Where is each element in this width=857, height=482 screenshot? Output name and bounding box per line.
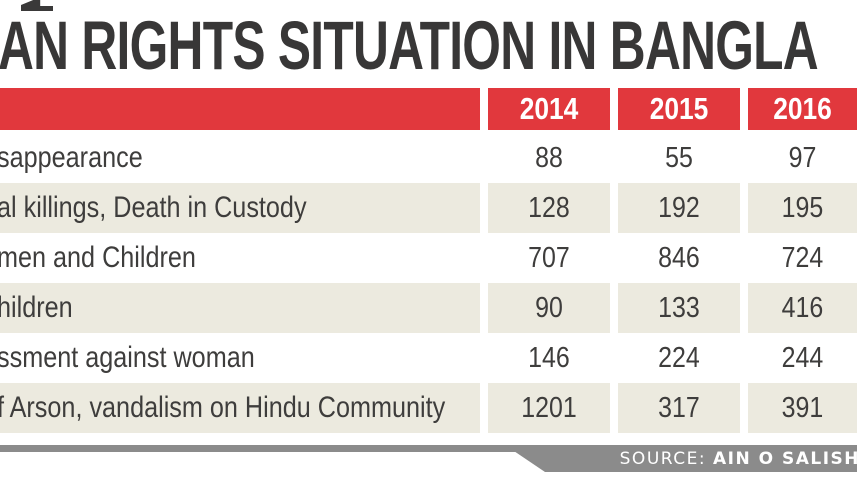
year-header-label: 2015 [649,91,709,126]
table-row: sappearance 88 55 97 [0,133,857,183]
value-cell-2016: 416 [748,283,857,333]
value-cell-2015: 133 [618,283,740,333]
value-cell-2015: 224 [618,333,740,383]
year-header-label: 2014 [519,91,579,126]
source-banner-strip [0,445,857,452]
source-name: AIN O SALISH [712,449,857,469]
row-label-cell: f Arson, vandalism on Hindu Community [0,383,480,433]
value-2015: 224 [658,342,700,374]
header-year-2015: 2015 [618,88,740,130]
value-cell-2014: 707 [488,233,610,283]
value-cell-2016: 195 [748,183,857,233]
year-header-label: 2016 [773,91,832,126]
header-year-2016: 2016 [748,88,857,130]
value-2015: 133 [658,292,700,324]
row-label-cell: men and Children [0,233,480,283]
row-label: men and Children [0,241,196,274]
value-2016: 195 [781,192,824,224]
header-year-2014: 2014 [488,88,610,130]
row-label: ssment against woman [0,341,255,374]
table-row: al killings, Death in Custody 128 192 19… [0,183,857,233]
cropped-glyph-fragment [21,0,53,11]
value-cell-2016: 724 [748,233,857,283]
value-cell-2015: 846 [618,233,740,283]
value-2016: 97 [788,142,817,174]
row-label: hildren [0,291,73,324]
source-credit: SOURCE: AIN O SALISH [620,445,857,472]
table-row: men and Children 707 846 724 [0,233,857,283]
value-2014: 707 [528,242,570,274]
page-title: AN RIGHTS SITUATION IN BANGLA [0,7,819,84]
row-label-cell: al killings, Death in Custody [0,183,480,233]
value-2016: 416 [781,292,824,324]
value-cell-2014: 1201 [488,383,610,433]
value-2015: 55 [665,142,693,174]
row-label-cell: ssment against woman [0,333,480,383]
source-prefix: SOURCE: [619,449,713,469]
table-row: hildren 90 133 416 [0,283,857,333]
table-row: f Arson, vandalism on Hindu Community 12… [0,383,857,433]
value-cell-2014: 146 [488,333,610,383]
table-row: ssment against woman 146 224 244 [0,333,857,383]
row-label-cell: sappearance [0,133,480,183]
value-cell-2014: 128 [488,183,610,233]
header-label-cell [0,88,480,130]
value-2015: 192 [658,192,700,224]
value-2014: 90 [535,292,563,324]
row-label: al killings, Death in Custody [0,191,307,224]
value-2014: 1201 [521,392,577,424]
value-2014: 146 [528,342,570,374]
value-cell-2014: 88 [488,133,610,183]
value-2015: 846 [658,242,700,274]
value-2014: 88 [535,142,563,174]
value-2016: 244 [781,342,824,374]
value-2016: 724 [781,242,824,274]
row-label-cell: hildren [0,283,480,333]
value-cell-2016: 97 [748,133,857,183]
value-cell-2016: 244 [748,333,857,383]
value-cell-2016: 391 [748,383,857,433]
value-2014: 128 [528,192,570,224]
value-2015: 317 [658,392,700,424]
value-cell-2015: 317 [618,383,740,433]
value-cell-2014: 90 [488,283,610,333]
row-label: sappearance [0,141,143,174]
value-cell-2015: 55 [618,133,740,183]
value-2016: 391 [781,392,824,424]
source-banner-box [505,445,857,472]
value-cell-2015: 192 [618,183,740,233]
row-label: f Arson, vandalism on Hindu Community [0,391,446,424]
